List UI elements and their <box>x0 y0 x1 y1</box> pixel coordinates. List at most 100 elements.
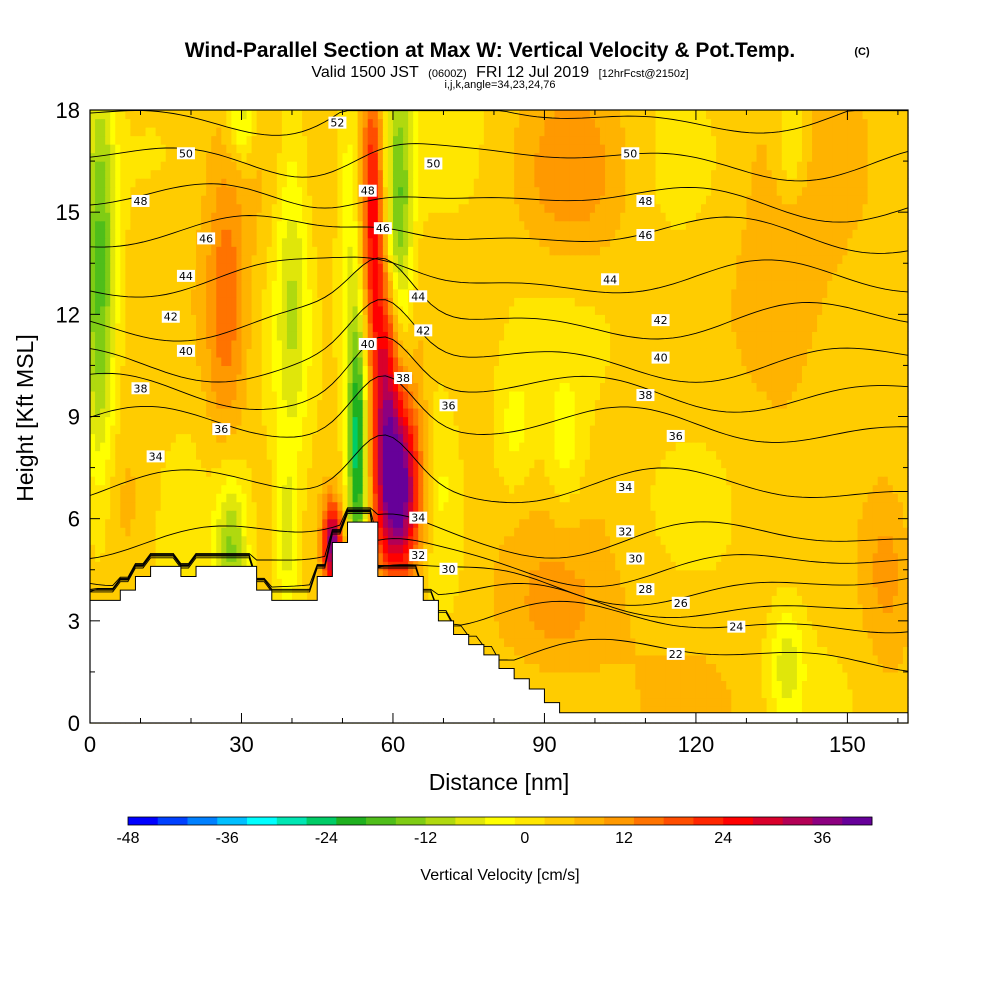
velocity-cell <box>271 535 278 545</box>
velocity-cell <box>857 569 864 579</box>
velocity-cell <box>190 476 197 486</box>
velocity-cell <box>711 535 717 545</box>
velocity-cell <box>625 680 631 690</box>
velocity-cell <box>625 671 631 682</box>
velocity-cell <box>493 637 500 647</box>
velocity-cell <box>640 561 647 571</box>
velocity-cell <box>569 544 576 554</box>
velocity-cell <box>579 501 586 511</box>
velocity-cell <box>731 654 737 664</box>
velocity-cell <box>751 688 758 699</box>
velocity-cell <box>842 629 849 639</box>
velocity-cell <box>655 620 662 630</box>
velocity-cell <box>741 637 748 647</box>
velocity-cell <box>872 493 879 503</box>
velocity-cell <box>746 510 753 520</box>
velocity-cell <box>286 510 293 520</box>
velocity-cell <box>499 629 505 639</box>
velocity-cell <box>504 646 510 656</box>
velocity-cell <box>852 467 859 477</box>
velocity-cell <box>877 637 884 647</box>
velocity-cell <box>266 467 273 477</box>
velocity-cell <box>453 603 460 613</box>
velocity-cell <box>544 612 551 622</box>
velocity-cell <box>236 501 243 511</box>
velocity-cell <box>660 697 667 707</box>
velocity-cell <box>902 637 909 647</box>
velocity-cell <box>615 493 621 503</box>
velocity-cell <box>569 578 576 588</box>
velocity-cell <box>382 510 389 520</box>
velocity-cell <box>453 578 460 588</box>
velocity-cell <box>594 484 601 494</box>
velocity-cell <box>317 510 323 520</box>
velocity-cell <box>756 476 763 486</box>
velocity-cell <box>483 586 490 596</box>
velocity-cell <box>509 467 515 477</box>
velocity-cell <box>529 459 535 469</box>
velocity-cell <box>584 646 591 656</box>
velocity-cell <box>377 493 384 503</box>
velocity-cell <box>463 467 470 477</box>
velocity-cell <box>236 518 243 528</box>
velocity-cell <box>650 697 657 707</box>
velocity-cell <box>680 578 687 588</box>
velocity-cell <box>599 518 606 528</box>
velocity-cell <box>514 501 520 511</box>
velocity-cell <box>110 569 116 579</box>
velocity-cell <box>695 569 702 579</box>
velocity-cell <box>499 459 505 469</box>
velocity-cell <box>736 671 742 682</box>
velocity-cell <box>493 518 500 528</box>
velocity-cell <box>589 654 596 664</box>
velocity-cell <box>175 561 182 571</box>
velocity-cell <box>630 535 636 545</box>
velocity-cell <box>499 527 505 537</box>
velocity-cell <box>892 493 899 503</box>
velocity-cell <box>110 467 116 477</box>
velocity-cell <box>458 595 465 605</box>
velocity-cell <box>610 646 616 656</box>
velocity-cell <box>564 697 571 707</box>
velocity-cell <box>630 476 636 486</box>
chart-subtitle-date: FRI 12 Jul 2019 <box>476 64 589 81</box>
velocity-cell <box>746 680 753 690</box>
velocity-cell <box>771 561 778 571</box>
velocity-cell <box>776 467 783 477</box>
velocity-cell <box>660 561 667 571</box>
velocity-cell <box>645 603 652 613</box>
velocity-cell <box>221 501 227 511</box>
velocity-cell <box>266 552 273 562</box>
velocity-cell <box>736 586 742 596</box>
velocity-cell <box>700 629 707 639</box>
plot-area: 2224262830303232343434363636383838404040… <box>89 109 909 724</box>
velocity-cell <box>731 663 737 673</box>
velocity-cell <box>887 697 894 707</box>
velocity-cell <box>564 578 571 588</box>
velocity-cell <box>115 501 121 511</box>
velocity-cell <box>236 535 243 545</box>
velocity-cell <box>160 493 167 503</box>
velocity-cell <box>175 518 182 528</box>
velocity-cell <box>160 459 167 469</box>
velocity-cell <box>519 637 525 647</box>
velocity-cell <box>433 569 440 579</box>
velocity-cell <box>519 595 525 605</box>
velocity-cell <box>514 535 520 545</box>
velocity-cell <box>493 595 500 605</box>
velocity-cell <box>761 671 768 682</box>
velocity-cell <box>655 595 662 605</box>
velocity-cell <box>185 459 192 469</box>
velocity-cell <box>382 476 389 486</box>
velocity-cell <box>832 637 838 647</box>
velocity-cell <box>650 527 657 537</box>
velocity-cell <box>286 484 293 494</box>
velocity-cell <box>170 535 177 545</box>
velocity-cell <box>685 663 692 673</box>
velocity-cell <box>660 646 667 656</box>
velocity-cell <box>564 688 571 699</box>
velocity-cell <box>716 612 722 622</box>
velocity-cell <box>761 484 768 494</box>
velocity-cell <box>483 569 490 579</box>
velocity-cell <box>741 476 748 486</box>
